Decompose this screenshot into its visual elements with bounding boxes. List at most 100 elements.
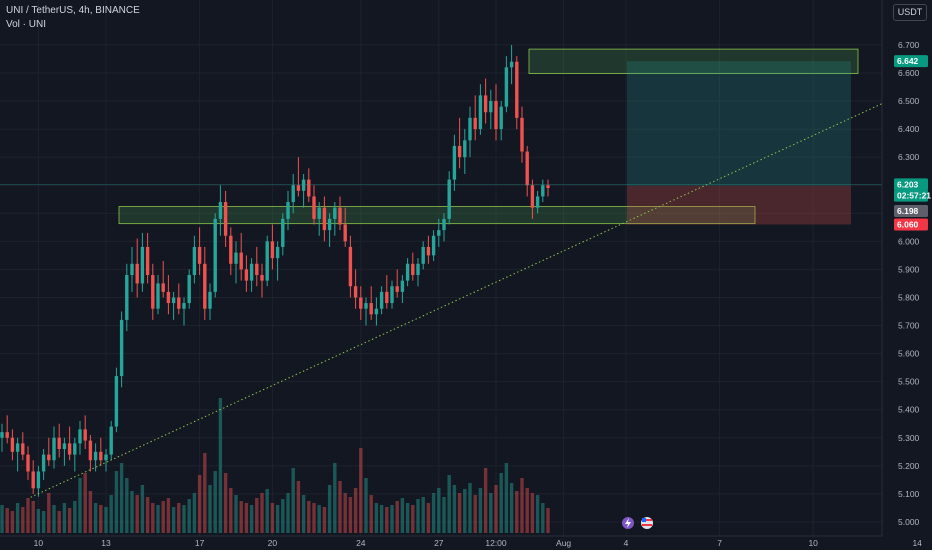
time-tick-label: Aug: [556, 538, 571, 548]
volume-bar: [437, 488, 441, 533]
volume-bar: [109, 495, 113, 533]
volume-bar: [78, 478, 82, 533]
candle-body: [73, 443, 77, 455]
candle-body: [457, 145, 462, 158]
currency-button[interactable]: USDT: [893, 4, 927, 21]
volume-bar: [385, 507, 389, 533]
candle-body: [109, 426, 113, 455]
candle-body: [156, 283, 160, 309]
volume-bar: [317, 505, 321, 533]
candle-body: [171, 297, 176, 304]
volume-bar: [431, 493, 436, 533]
time-tick-label: 13: [101, 538, 111, 548]
candle-body: [15, 443, 20, 452]
candle-body: [535, 196, 540, 208]
candle-body: [509, 61, 514, 68]
price-axis[interactable]: [882, 0, 932, 550]
volume-bar: [265, 489, 269, 533]
volume-bar: [182, 505, 186, 533]
candle-body: [390, 286, 394, 304]
stop-area[interactable]: [627, 185, 851, 225]
volume-bar: [255, 498, 259, 533]
candle-body: [442, 218, 446, 231]
candle-body: [218, 202, 223, 219]
candle-body: [421, 246, 425, 264]
candle-body: [203, 263, 207, 309]
volume-bar: [291, 468, 295, 533]
volume-bar: [203, 453, 207, 533]
candle-body: [411, 263, 415, 276]
price-tick-label: 5.800: [898, 292, 920, 302]
volume-bar: [114, 471, 119, 533]
candle-body: [312, 196, 316, 219]
ascending-trendline[interactable]: [30, 89, 913, 498]
price-tick-label: 5.500: [898, 377, 920, 387]
volume-bar: [57, 511, 61, 533]
price-tag-label: 02:57:21: [897, 191, 931, 201]
volume-bar: [15, 503, 20, 533]
time-tick-label: 24: [356, 538, 366, 548]
candle-body: [275, 246, 280, 259]
candle-body: [5, 432, 9, 438]
volume-legend[interactable]: Vol · UNI: [6, 19, 47, 30]
volume-bar: [161, 501, 165, 533]
candle-body: [546, 185, 550, 189]
volume-bar: [130, 491, 134, 533]
lightning-glyph: [625, 518, 631, 528]
volume-bar: [400, 498, 405, 533]
volume-bar: [36, 509, 41, 533]
target-area[interactable]: [627, 61, 851, 186]
candle-body: [468, 117, 472, 141]
volume-bar: [47, 493, 51, 533]
volume-bar: [452, 485, 457, 533]
events-icons[interactable]: [622, 517, 653, 529]
volume-bar: [374, 503, 379, 533]
volume-bar: [93, 503, 98, 533]
candle-body: [10, 437, 15, 452]
volume-bar: [504, 463, 509, 533]
volume-bar: [83, 473, 87, 533]
demand-zone[interactable]: [118, 206, 756, 225]
zones-layer: [118, 48, 859, 225]
trendline-layer[interactable]: [30, 89, 913, 498]
time-tick-label: 7: [717, 538, 722, 548]
symbol-legend[interactable]: UNI / TetherUS, 4h, BINANCE: [6, 5, 140, 16]
price-tags: 6.642 6.203 02:57:21 6.198 6.060: [894, 55, 931, 231]
position-tool[interactable]: [627, 61, 851, 225]
volume-bar: [187, 499, 191, 533]
candle-body: [286, 202, 290, 219]
candle-body: [31, 471, 35, 489]
volume-bar: [327, 485, 332, 533]
candles-layer: [0, 44, 550, 497]
volume-bar: [390, 505, 394, 533]
volume-bar: [10, 511, 15, 533]
candle-body: [0, 432, 4, 438]
supply-zone[interactable]: [528, 48, 859, 74]
volume-bar: [520, 478, 524, 533]
candle-body: [385, 291, 389, 304]
time-tick-label: 4: [624, 538, 629, 548]
volume-bar: [473, 495, 477, 533]
candle-body: [166, 291, 171, 304]
candle-body: [192, 246, 197, 276]
candle-body: [353, 286, 358, 298]
volume-bar: [457, 493, 462, 533]
volume-bar: [31, 501, 35, 533]
candle-body: [343, 224, 347, 242]
volume-bar: [369, 495, 373, 533]
volume-bar: [348, 497, 353, 533]
volume-bar: [197, 475, 202, 533]
price-tick-label: 5.000: [898, 517, 920, 527]
flag-stripe: [642, 524, 652, 526]
volume-bar: [364, 478, 368, 533]
volume-bar: [353, 488, 358, 533]
price-tick-label: 5.700: [898, 321, 920, 331]
volume-bar: [104, 507, 108, 533]
candle-body: [291, 185, 295, 203]
volume-bar: [145, 497, 150, 533]
candle-body: [229, 235, 233, 264]
candle-body: [57, 437, 61, 450]
candle-body: [281, 218, 285, 247]
volume-bar: [483, 468, 488, 533]
